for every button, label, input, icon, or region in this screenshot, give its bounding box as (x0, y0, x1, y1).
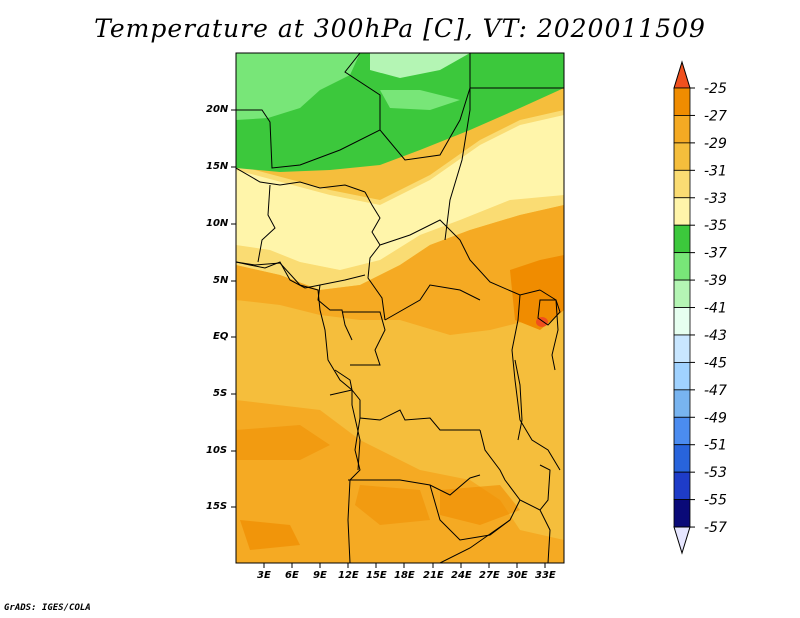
colorbar-label: -35 (704, 218, 727, 234)
colorbar-label: -25 (704, 81, 727, 97)
colorbar-swatch (673, 87, 691, 116)
lake-outlines (514, 299, 561, 511)
colorbar-label: -45 (704, 355, 727, 371)
lat-label-5s: 5S (213, 388, 228, 399)
lat-label-15s: 15S (206, 501, 228, 512)
map-frame (235, 52, 565, 564)
lon-label-27e: 27E (479, 570, 500, 581)
lon-label-24e: 24E (451, 570, 472, 581)
colorbar-label: -41 (704, 301, 727, 317)
lon-label-30e: 30E (507, 570, 528, 581)
colorbar-label: -37 (704, 246, 727, 262)
temperature-field (236, 53, 564, 563)
colorbar-swatch (673, 252, 691, 281)
country-borders (236, 53, 564, 563)
lon-label-12e: 12E (338, 570, 359, 581)
colorbar-swatch (673, 361, 691, 391)
colorbar-swatch (673, 142, 691, 171)
colorbar-swatch (673, 416, 691, 446)
lon-ticks (263, 563, 546, 568)
colorbar-top-arrow (673, 60, 691, 89)
lon-label-6e: 6E (285, 570, 299, 581)
lon-label-21e: 21E (423, 570, 444, 581)
lon-label-15e: 15E (366, 570, 387, 581)
colorbar-label: -53 (704, 465, 727, 481)
colorbar-swatch (673, 115, 691, 144)
colorbar-label: -57 (704, 520, 727, 536)
lat-label-10n: 10N (206, 218, 229, 229)
colorbar-bottom-arrow (673, 526, 691, 555)
colorbar-swatch (673, 471, 691, 501)
colorbar-label: -51 (704, 438, 727, 454)
colorbar-label: -29 (704, 136, 727, 152)
colorbar-swatch (673, 334, 691, 363)
colorbar-swatch (673, 499, 691, 528)
colorbar-label: -49 (704, 410, 727, 426)
colorbar-swatch (673, 224, 691, 254)
lon-label-18e: 18E (394, 570, 415, 581)
lat-label-20n: 20N (206, 104, 229, 115)
colorbar-label: -31 (704, 163, 727, 179)
lat-label-15n: 15N (206, 161, 229, 172)
lon-label-9e: 9E (313, 570, 327, 581)
colorbar-swatch (673, 169, 691, 199)
colorbar: -25 -27 -29 -31 -33 -35 -37 -39 -41 -43 -45 -47 -49 -… (673, 60, 727, 555)
colorbar-swatch (673, 444, 691, 473)
lon-label-3e: 3E (257, 570, 271, 581)
colorbar-label: -27 (704, 108, 727, 124)
colorbar-label: -39 (704, 273, 727, 289)
grads-credit: GrADS: IGES/COLA (4, 603, 91, 613)
colorbar-label: -55 (704, 493, 727, 509)
colorbar-label: -33 (704, 191, 727, 207)
colorbar-label: -43 (704, 328, 727, 344)
colorbar-swatch (673, 279, 691, 308)
lat-label-10s: 10S (206, 445, 228, 456)
colorbar-swatch (673, 307, 691, 336)
map-title: Temperature at 300hPa [C], VT: 202001150… (94, 14, 706, 43)
lon-label-33e: 33E (535, 570, 556, 581)
lat-label-eq: EQ (213, 331, 229, 342)
lat-ticks (231, 109, 236, 508)
coastline (235, 261, 361, 471)
colorbar-swatch (673, 389, 691, 418)
colorbar-label: -47 (704, 383, 727, 399)
colorbar-swatch (673, 197, 691, 226)
lat-label-5n: 5N (213, 275, 229, 286)
